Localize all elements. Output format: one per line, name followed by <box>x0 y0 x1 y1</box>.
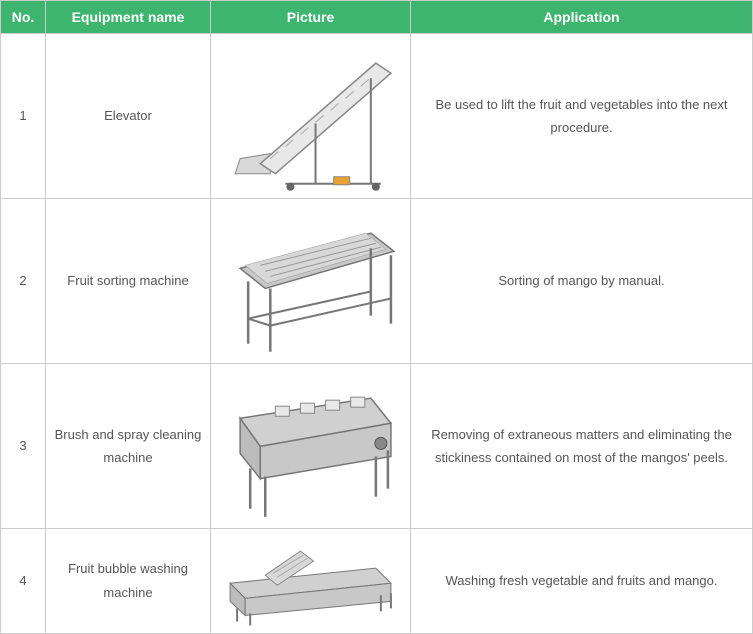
header-application: Application <box>411 1 753 34</box>
cell-application: Washing fresh vegetable and fruits and m… <box>411 529 753 634</box>
table-header-row: No. Equipment name Picture Application <box>1 1 753 34</box>
header-picture: Picture <box>211 1 411 34</box>
table-row: 1 Elevator <box>1 34 753 199</box>
cell-no: 4 <box>1 529 46 634</box>
cell-picture <box>211 199 411 364</box>
cell-name: Brush and spray cleaning machine <box>46 364 211 529</box>
cell-name: Fruit bubble washing machine <box>46 529 211 634</box>
equipment-table: No. Equipment name Picture Application 1… <box>0 0 753 634</box>
elevator-image <box>215 38 406 194</box>
cell-picture <box>211 364 411 529</box>
header-equipment-name: Equipment name <box>46 1 211 34</box>
bubble-washer-image <box>215 533 406 629</box>
table-row: 3 Brush and spray cleaning machine <box>1 364 753 529</box>
cell-picture <box>211 529 411 634</box>
cell-name: Fruit sorting machine <box>46 199 211 364</box>
brush-cleaner-image <box>215 368 406 524</box>
cell-application: Sorting of mango by manual. <box>411 199 753 364</box>
cell-name: Elevator <box>46 34 211 199</box>
cell-application: Be used to lift the fruit and vegetables… <box>411 34 753 199</box>
cell-application: Removing of extraneous matters and elimi… <box>411 364 753 529</box>
table-row: 4 Fruit bubble washing machine <box>1 529 753 634</box>
cell-picture <box>211 34 411 199</box>
cell-no: 1 <box>1 34 46 199</box>
cell-no: 2 <box>1 199 46 364</box>
sorting-machine-image <box>215 203 406 359</box>
table-row: 2 Fruit sorting machine <box>1 199 753 364</box>
cell-no: 3 <box>1 364 46 529</box>
header-no: No. <box>1 1 46 34</box>
